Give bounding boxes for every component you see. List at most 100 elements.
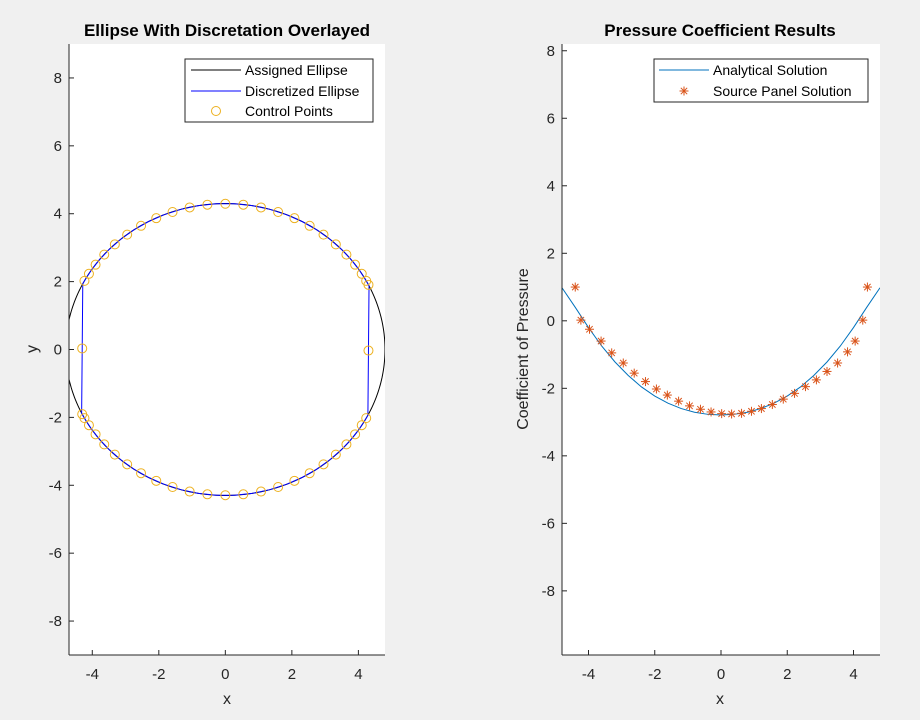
control-point bbox=[122, 459, 133, 470]
control-point bbox=[363, 345, 374, 356]
legend-label-discretized-ellipse: Discretized Ellipse bbox=[245, 83, 360, 99]
source-panel-point bbox=[674, 396, 684, 406]
y-tick-label: 8 bbox=[547, 43, 555, 60]
source-panel-point bbox=[790, 388, 800, 398]
control-point bbox=[289, 213, 300, 224]
x-tick-label: 2 bbox=[288, 666, 296, 683]
plot-data bbox=[69, 198, 385, 501]
control-point bbox=[256, 486, 267, 497]
control-point bbox=[184, 486, 195, 497]
source-panel-point bbox=[570, 282, 580, 292]
control-point bbox=[79, 413, 90, 424]
source-panel-point bbox=[640, 377, 650, 387]
x-tick-label: 0 bbox=[221, 666, 229, 683]
legend-box bbox=[653, 58, 869, 103]
x-tick-label: 0 bbox=[717, 666, 725, 683]
legend-label-assigned-ellipse: Assigned Ellipse bbox=[245, 62, 348, 78]
source-panel-point bbox=[858, 315, 868, 325]
axes: -4 -2 0 2 4 -8 -6 -4 -2 0 2 4 6 8 bbox=[49, 44, 385, 683]
y-tick-label: 0 bbox=[547, 313, 555, 330]
legend-label-source-panel-solution: Source Panel Solution bbox=[713, 83, 852, 99]
control-point bbox=[83, 268, 94, 279]
control-point bbox=[350, 259, 361, 270]
y-tick-label: -8 bbox=[542, 583, 555, 600]
pressure-plot: -4 -2 0 2 4 -8 -6 -4 -2 0 2 4 6 8 Pressure Coefficien… bbox=[515, 21, 880, 708]
control-point bbox=[184, 202, 195, 213]
source-panel-point bbox=[706, 407, 716, 417]
plot-area bbox=[562, 44, 880, 655]
source-panel-point bbox=[767, 400, 777, 410]
source-panel-point bbox=[737, 408, 747, 418]
clipped-data bbox=[562, 282, 880, 419]
control-point bbox=[220, 490, 231, 501]
control-point bbox=[90, 429, 101, 440]
control-point bbox=[273, 482, 284, 493]
legend: Assigned Ellipse Discretized Ellipse Con… bbox=[184, 58, 374, 123]
control-point bbox=[304, 220, 315, 231]
plot-data bbox=[562, 282, 880, 419]
x-tick-label: 2 bbox=[783, 666, 791, 683]
x-tick-label: -4 bbox=[86, 666, 99, 683]
source-panel-point bbox=[850, 336, 860, 346]
control-point bbox=[318, 229, 329, 240]
y-axis-label: y bbox=[24, 345, 41, 353]
x-axis-label: x bbox=[223, 691, 231, 708]
control-point bbox=[356, 268, 367, 279]
source-panel-point bbox=[811, 375, 821, 385]
clipped-data bbox=[69, 198, 385, 501]
y-tick-label: -6 bbox=[542, 515, 555, 532]
x-tick-label: -4 bbox=[582, 666, 595, 683]
source-panel-point bbox=[607, 348, 617, 358]
legend-label-analytical-solution: Analytical Solution bbox=[713, 62, 827, 78]
axes: -4 -2 0 2 4 -8 -6 -4 -2 0 2 4 6 8 bbox=[542, 43, 880, 683]
source-panel-point bbox=[833, 358, 843, 368]
source-panel-point bbox=[822, 366, 832, 376]
control-point bbox=[151, 213, 162, 224]
control-point bbox=[136, 220, 147, 231]
source-panel-point bbox=[756, 404, 766, 414]
control-point bbox=[79, 275, 90, 286]
control-point bbox=[151, 475, 162, 486]
source-panel-point bbox=[596, 336, 606, 346]
y-tick-label: 6 bbox=[547, 110, 555, 127]
y-axis-label: Coefficient of Pressure bbox=[515, 268, 532, 430]
y-tick-label: 2 bbox=[54, 274, 62, 291]
plot-area bbox=[69, 44, 385, 655]
control-point bbox=[304, 468, 315, 479]
y-tick-label: -2 bbox=[542, 380, 555, 397]
control-point bbox=[289, 475, 300, 486]
y-tick-label: 4 bbox=[54, 206, 62, 223]
source-panel-point bbox=[746, 406, 756, 416]
x-tick-label: 4 bbox=[849, 666, 857, 683]
control-point bbox=[256, 202, 267, 213]
legend-asterisk bbox=[679, 86, 689, 96]
y-tick-label: -6 bbox=[49, 545, 62, 562]
control-point bbox=[361, 275, 372, 286]
control-point bbox=[122, 229, 133, 240]
control-point bbox=[77, 343, 88, 354]
control-point bbox=[361, 413, 372, 424]
y-tick-label: -4 bbox=[542, 448, 555, 465]
x-tick-label: -2 bbox=[152, 666, 165, 683]
source-panel-point bbox=[717, 409, 727, 419]
control-point bbox=[83, 420, 94, 431]
control-point bbox=[318, 459, 329, 470]
x-tick-label: 4 bbox=[354, 666, 362, 683]
y-tick-label: 6 bbox=[54, 138, 62, 155]
control-point bbox=[356, 420, 367, 431]
control-point bbox=[136, 468, 147, 479]
control-point bbox=[238, 489, 249, 500]
control-point bbox=[273, 206, 284, 217]
chart-title: Ellipse With Discretation Overlayed bbox=[84, 21, 370, 40]
y-tick-label: -2 bbox=[49, 409, 62, 426]
control-point bbox=[167, 206, 178, 217]
legend-label-control-points: Control Points bbox=[245, 103, 333, 119]
control-point bbox=[341, 439, 352, 450]
legend: Analytical Solution Source Panel Solutio… bbox=[653, 58, 869, 103]
source-panel-point bbox=[727, 409, 737, 419]
control-point bbox=[109, 449, 120, 460]
ellipse-plot: -4 -2 0 2 4 -8 -6 -4 -2 0 2 4 6 8 Ellipse With Discre… bbox=[24, 21, 385, 708]
control-point bbox=[220, 198, 231, 209]
source-panel-point bbox=[800, 382, 810, 392]
x-tick-label: -2 bbox=[648, 666, 661, 683]
